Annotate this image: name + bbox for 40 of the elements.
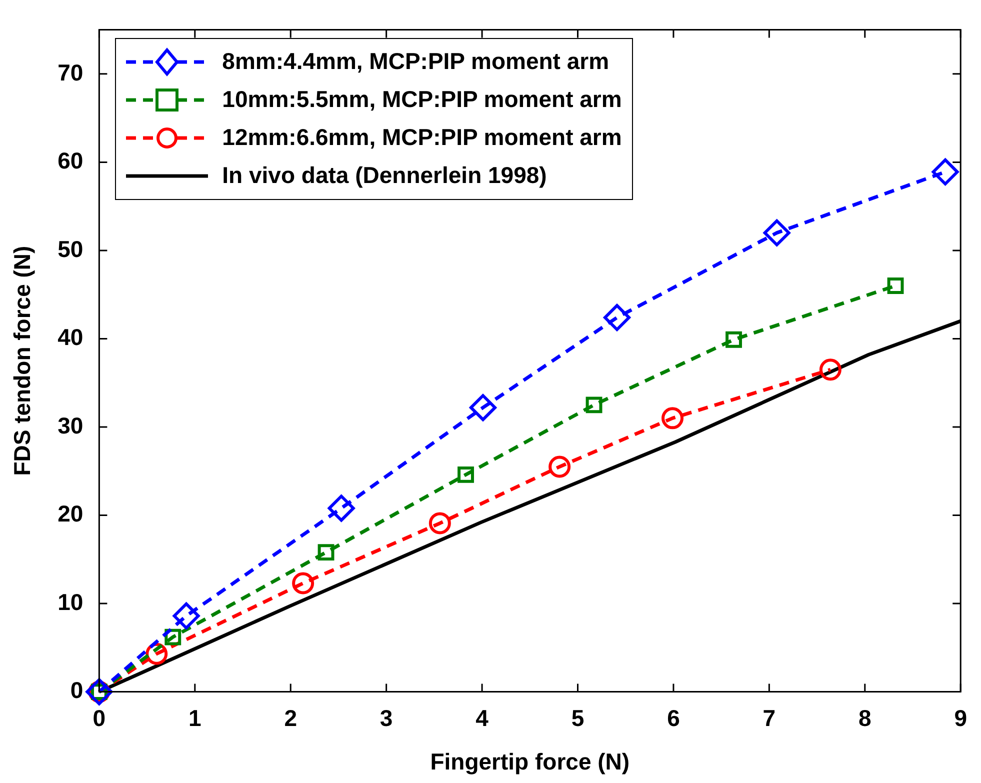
legend-label: In vivo data (Dennerlein 1998) bbox=[222, 162, 547, 190]
x-axis-title: Fingertip force (N) bbox=[430, 748, 630, 775]
y-tick-label: 0 bbox=[70, 677, 84, 704]
point bbox=[292, 572, 314, 594]
point bbox=[328, 494, 355, 522]
point bbox=[586, 396, 602, 414]
x-tick-label: 6 bbox=[667, 704, 680, 731]
point bbox=[819, 358, 842, 381]
point bbox=[548, 456, 571, 478]
point bbox=[428, 512, 451, 534]
x-tick-label: 5 bbox=[571, 704, 584, 731]
x-tick-label: 4 bbox=[476, 704, 489, 731]
y-tick-label: 60 bbox=[58, 148, 84, 174]
y-tick-label: 50 bbox=[58, 236, 84, 262]
y-tick-label: 10 bbox=[58, 588, 84, 615]
y-tick-label: 30 bbox=[58, 412, 84, 438]
point bbox=[726, 331, 742, 348]
x-tick-label: 3 bbox=[380, 704, 393, 731]
legend-label: 8mm:4.4mm, MCP:PIP moment arm bbox=[222, 48, 610, 76]
x-tick-label: 9 bbox=[954, 704, 968, 731]
point bbox=[172, 602, 200, 630]
y-tick-label: 40 bbox=[58, 324, 84, 350]
x-tick-label: 2 bbox=[284, 704, 298, 731]
point bbox=[318, 544, 334, 561]
legend-label: 10mm:5.5mm, MCP:PIP moment arm bbox=[222, 86, 622, 114]
point bbox=[887, 278, 904, 294]
x-tick-label: 8 bbox=[858, 704, 872, 731]
legend-label: 12mm:6.6mm, MCP:PIP moment arm bbox=[222, 124, 622, 152]
x-tick-label: 7 bbox=[762, 704, 776, 731]
y-axis-title: FDS tendon force (N) bbox=[9, 246, 36, 476]
x-tick-label: 0 bbox=[92, 704, 106, 731]
point bbox=[763, 219, 790, 246]
point bbox=[662, 407, 684, 430]
point bbox=[603, 304, 630, 332]
x-tick-label: 1 bbox=[188, 704, 202, 731]
y-tick-label: 70 bbox=[58, 59, 84, 86]
point bbox=[458, 466, 474, 483]
point bbox=[932, 158, 959, 186]
y-tick-label: 20 bbox=[58, 500, 84, 527]
point bbox=[469, 394, 496, 422]
